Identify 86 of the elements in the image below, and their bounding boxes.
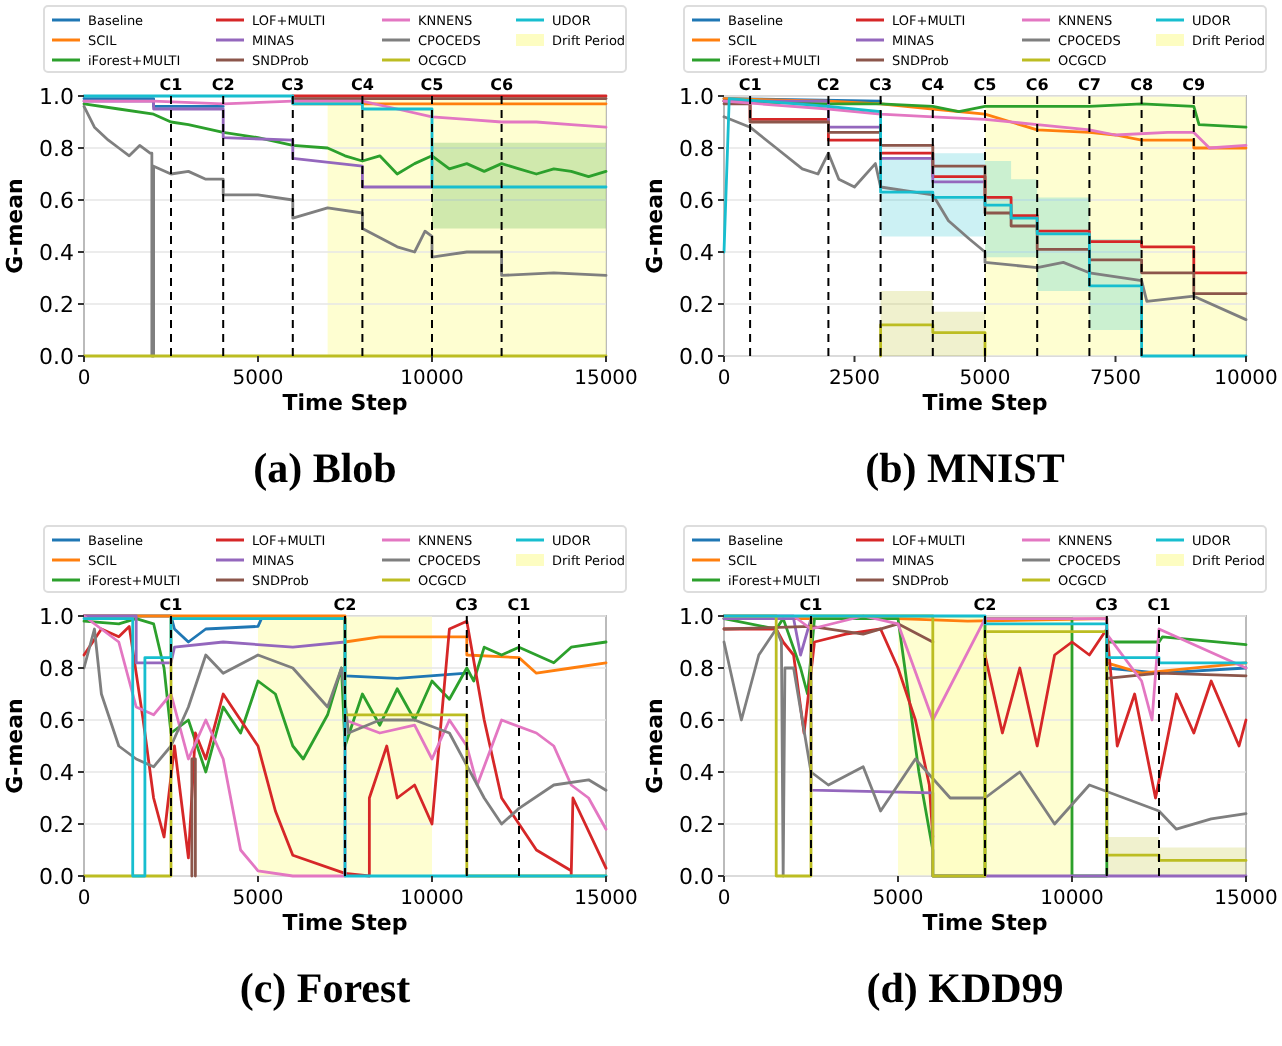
x-tick-label: 5000 — [232, 888, 284, 910]
y-tick-label: 0.8 — [679, 655, 714, 682]
y-tick-label: 0.4 — [39, 239, 74, 266]
x-tick-label: 10000 — [400, 888, 464, 910]
ref-line-label: C2 — [333, 596, 357, 614]
y-tick-label: 0.6 — [39, 187, 74, 214]
x-tick-label: 15000 — [1214, 888, 1278, 910]
ref-line-label: C2 — [211, 76, 235, 94]
line-series — [82, 102, 608, 178]
line-series — [82, 105, 608, 358]
x-tick-label: 10000 — [400, 368, 464, 390]
y-tick-label: 0.8 — [39, 655, 74, 682]
y-axis-title: G-mean — [2, 178, 28, 274]
ref-line-label: C1 — [159, 596, 184, 614]
ref-line-label: C3 — [869, 76, 893, 94]
line-series — [722, 614, 1248, 665]
ref-line-label: C6 — [1025, 76, 1050, 94]
x-tick-label: 15000 — [574, 368, 638, 390]
y-tick-label: 0.2 — [39, 291, 74, 318]
y-tick-label: 0.0 — [679, 863, 714, 890]
x-tick-label: 10000 — [1040, 888, 1104, 910]
ref-line-label: C1 — [1147, 596, 1172, 614]
line-series — [82, 99, 608, 129]
y-tick-label: 0.0 — [679, 343, 714, 370]
x-axis-title: Time Step — [282, 910, 408, 936]
y-tick-label: 0.2 — [679, 291, 714, 318]
line-series — [82, 627, 608, 826]
y-tick-label: 0.0 — [39, 863, 74, 890]
y-tick-label: 0.6 — [679, 187, 714, 214]
ref-line-label: C2 — [816, 76, 840, 94]
x-tick-label: 7500 — [1090, 368, 1141, 390]
y-axis-title: G-mean — [2, 698, 28, 794]
x-tick-label: 2500 — [829, 368, 880, 390]
x-axis-title: Time Step — [922, 910, 1048, 936]
x-tick-label: 0 — [77, 368, 91, 390]
x-axis-title: Time Step — [282, 390, 408, 416]
text: (b) MNIST — [865, 444, 1065, 492]
x-tick-label: 10000 — [1214, 368, 1278, 390]
y-tick-label: 0.8 — [39, 135, 74, 162]
ref-line-label: C6 — [490, 76, 514, 94]
ref-line-label: C2 — [973, 596, 997, 614]
y-tick-label: 1.0 — [39, 83, 74, 110]
ref-line-label: C3 — [281, 76, 305, 94]
line-series — [82, 617, 608, 774]
x-tick-label: 15000 — [574, 888, 638, 910]
ref-line-label: C1 — [799, 596, 824, 614]
y-tick-label: 0.4 — [679, 759, 714, 786]
ref-line-label: C8 — [1130, 76, 1154, 94]
y-tick-label: 0.0 — [39, 343, 74, 370]
x-axis-title: Time Step — [922, 390, 1048, 416]
y-tick-label: 1.0 — [679, 83, 714, 110]
x-tick-label: 0 — [717, 888, 731, 910]
ref-line-label: C5 — [973, 76, 998, 94]
line-series — [82, 94, 608, 189]
y-axis-title: G-mean — [642, 178, 668, 274]
ref-line-label: C1 — [507, 596, 532, 614]
ref-line-label: C3 — [1095, 596, 1119, 614]
y-tick-label: 0.4 — [679, 239, 714, 266]
line-series — [722, 97, 1248, 358]
x-tick-label: 0 — [77, 888, 91, 910]
ref-line-label: C4 — [921, 76, 946, 94]
y-tick-label: 0.2 — [39, 811, 74, 838]
y-tick-label: 0.6 — [679, 707, 714, 734]
y-tick-label: 0.2 — [679, 811, 714, 838]
ref-line-label: C9 — [1182, 76, 1207, 94]
y-tick-label: 1.0 — [679, 603, 714, 630]
ref-line-label: C1 — [738, 76, 763, 94]
y-tick-label: 1.0 — [39, 603, 74, 630]
y-tick-label: 0.4 — [39, 759, 74, 786]
ref-line-label: C5 — [420, 76, 445, 94]
x-tick-label: 5000 — [959, 368, 1011, 390]
x-tick-label: 0 — [717, 368, 731, 390]
ref-line-label: C4 — [350, 76, 375, 94]
x-tick-label: 5000 — [872, 888, 924, 910]
ref-line-label: C3 — [455, 596, 479, 614]
y-tick-label: 0.8 — [679, 135, 714, 162]
line-series — [722, 115, 1248, 321]
ref-line-label: C1 — [159, 76, 184, 94]
y-axis-title: G-mean — [642, 698, 668, 794]
line-series — [82, 614, 347, 665]
text: (d) KDD99 — [866, 964, 1064, 1012]
x-tick-label: 5000 — [232, 368, 284, 390]
ref-line-label: C7 — [1077, 76, 1101, 94]
text: (c) Forest — [239, 964, 411, 1012]
y-tick-label: 0.6 — [39, 707, 74, 734]
text: (a) Blob — [253, 444, 397, 492]
